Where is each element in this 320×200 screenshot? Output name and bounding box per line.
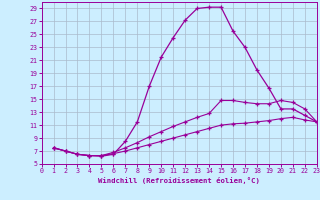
- X-axis label: Windchill (Refroidissement éolien,°C): Windchill (Refroidissement éolien,°C): [98, 177, 260, 184]
